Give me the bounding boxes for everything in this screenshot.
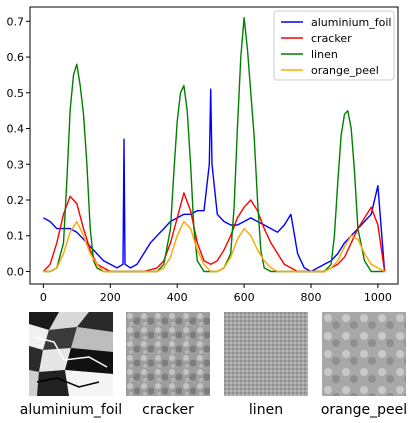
- sample-label-aluminium-foil: aluminium_foil: [19, 402, 123, 418]
- y-tick-label: 0.3: [7, 158, 25, 171]
- y-tick-label: 0.0: [7, 265, 25, 278]
- sample-image-orange-peel: [322, 312, 406, 396]
- sample-label-cracker: cracker: [142, 402, 194, 418]
- legend-label-cracker: cracker: [311, 32, 352, 45]
- y-tick-label: 0.7: [7, 15, 25, 28]
- x-tick-label: 0: [40, 291, 47, 304]
- series-line-orange-peel: [43, 220, 385, 273]
- spectra-chart: 0.0 0.1 0.2 0.3 0.4 0.5 0.6 0.7 0 200 400 600 800 10…: [7, 6, 399, 304]
- sample-label-linen: linen: [248, 402, 284, 418]
- sample-label-orange-peel: orange_peel: [320, 402, 408, 418]
- x-tick-label: 1000: [364, 291, 392, 304]
- y-tick-label: 0.2: [7, 194, 25, 207]
- x-tick-label: 600: [234, 291, 255, 304]
- legend-label-linen: linen: [311, 48, 338, 61]
- sample-image-linen: [224, 312, 308, 396]
- y-tick-label: 0.5: [7, 87, 25, 100]
- series-line-aluminium-foil: [43, 88, 386, 273]
- sample-image-cracker: [126, 312, 210, 396]
- x-tick-label: 400: [167, 291, 188, 304]
- legend-label-aluminium-foil: aluminium_foil: [311, 16, 391, 29]
- x-tick-label: 800: [301, 291, 322, 304]
- x-tick-label: 200: [100, 291, 121, 304]
- y-axis-ticks: 0.0 0.1 0.2 0.3 0.4 0.5 0.6 0.7: [7, 15, 30, 278]
- y-tick-label: 0.1: [7, 230, 25, 243]
- y-tick-label: 0.4: [7, 123, 25, 136]
- legend-label-orange-peel: orange_peel: [311, 64, 379, 77]
- sample-image-aluminium-foil: [29, 312, 113, 396]
- x-axis-ticks: 0 200 400 600 800 1000: [40, 284, 392, 304]
- y-tick-label: 0.6: [7, 51, 25, 64]
- series-lines: [42, 17, 386, 273]
- plot-frame: [29, 6, 399, 285]
- legend-box: [273, 10, 395, 81]
